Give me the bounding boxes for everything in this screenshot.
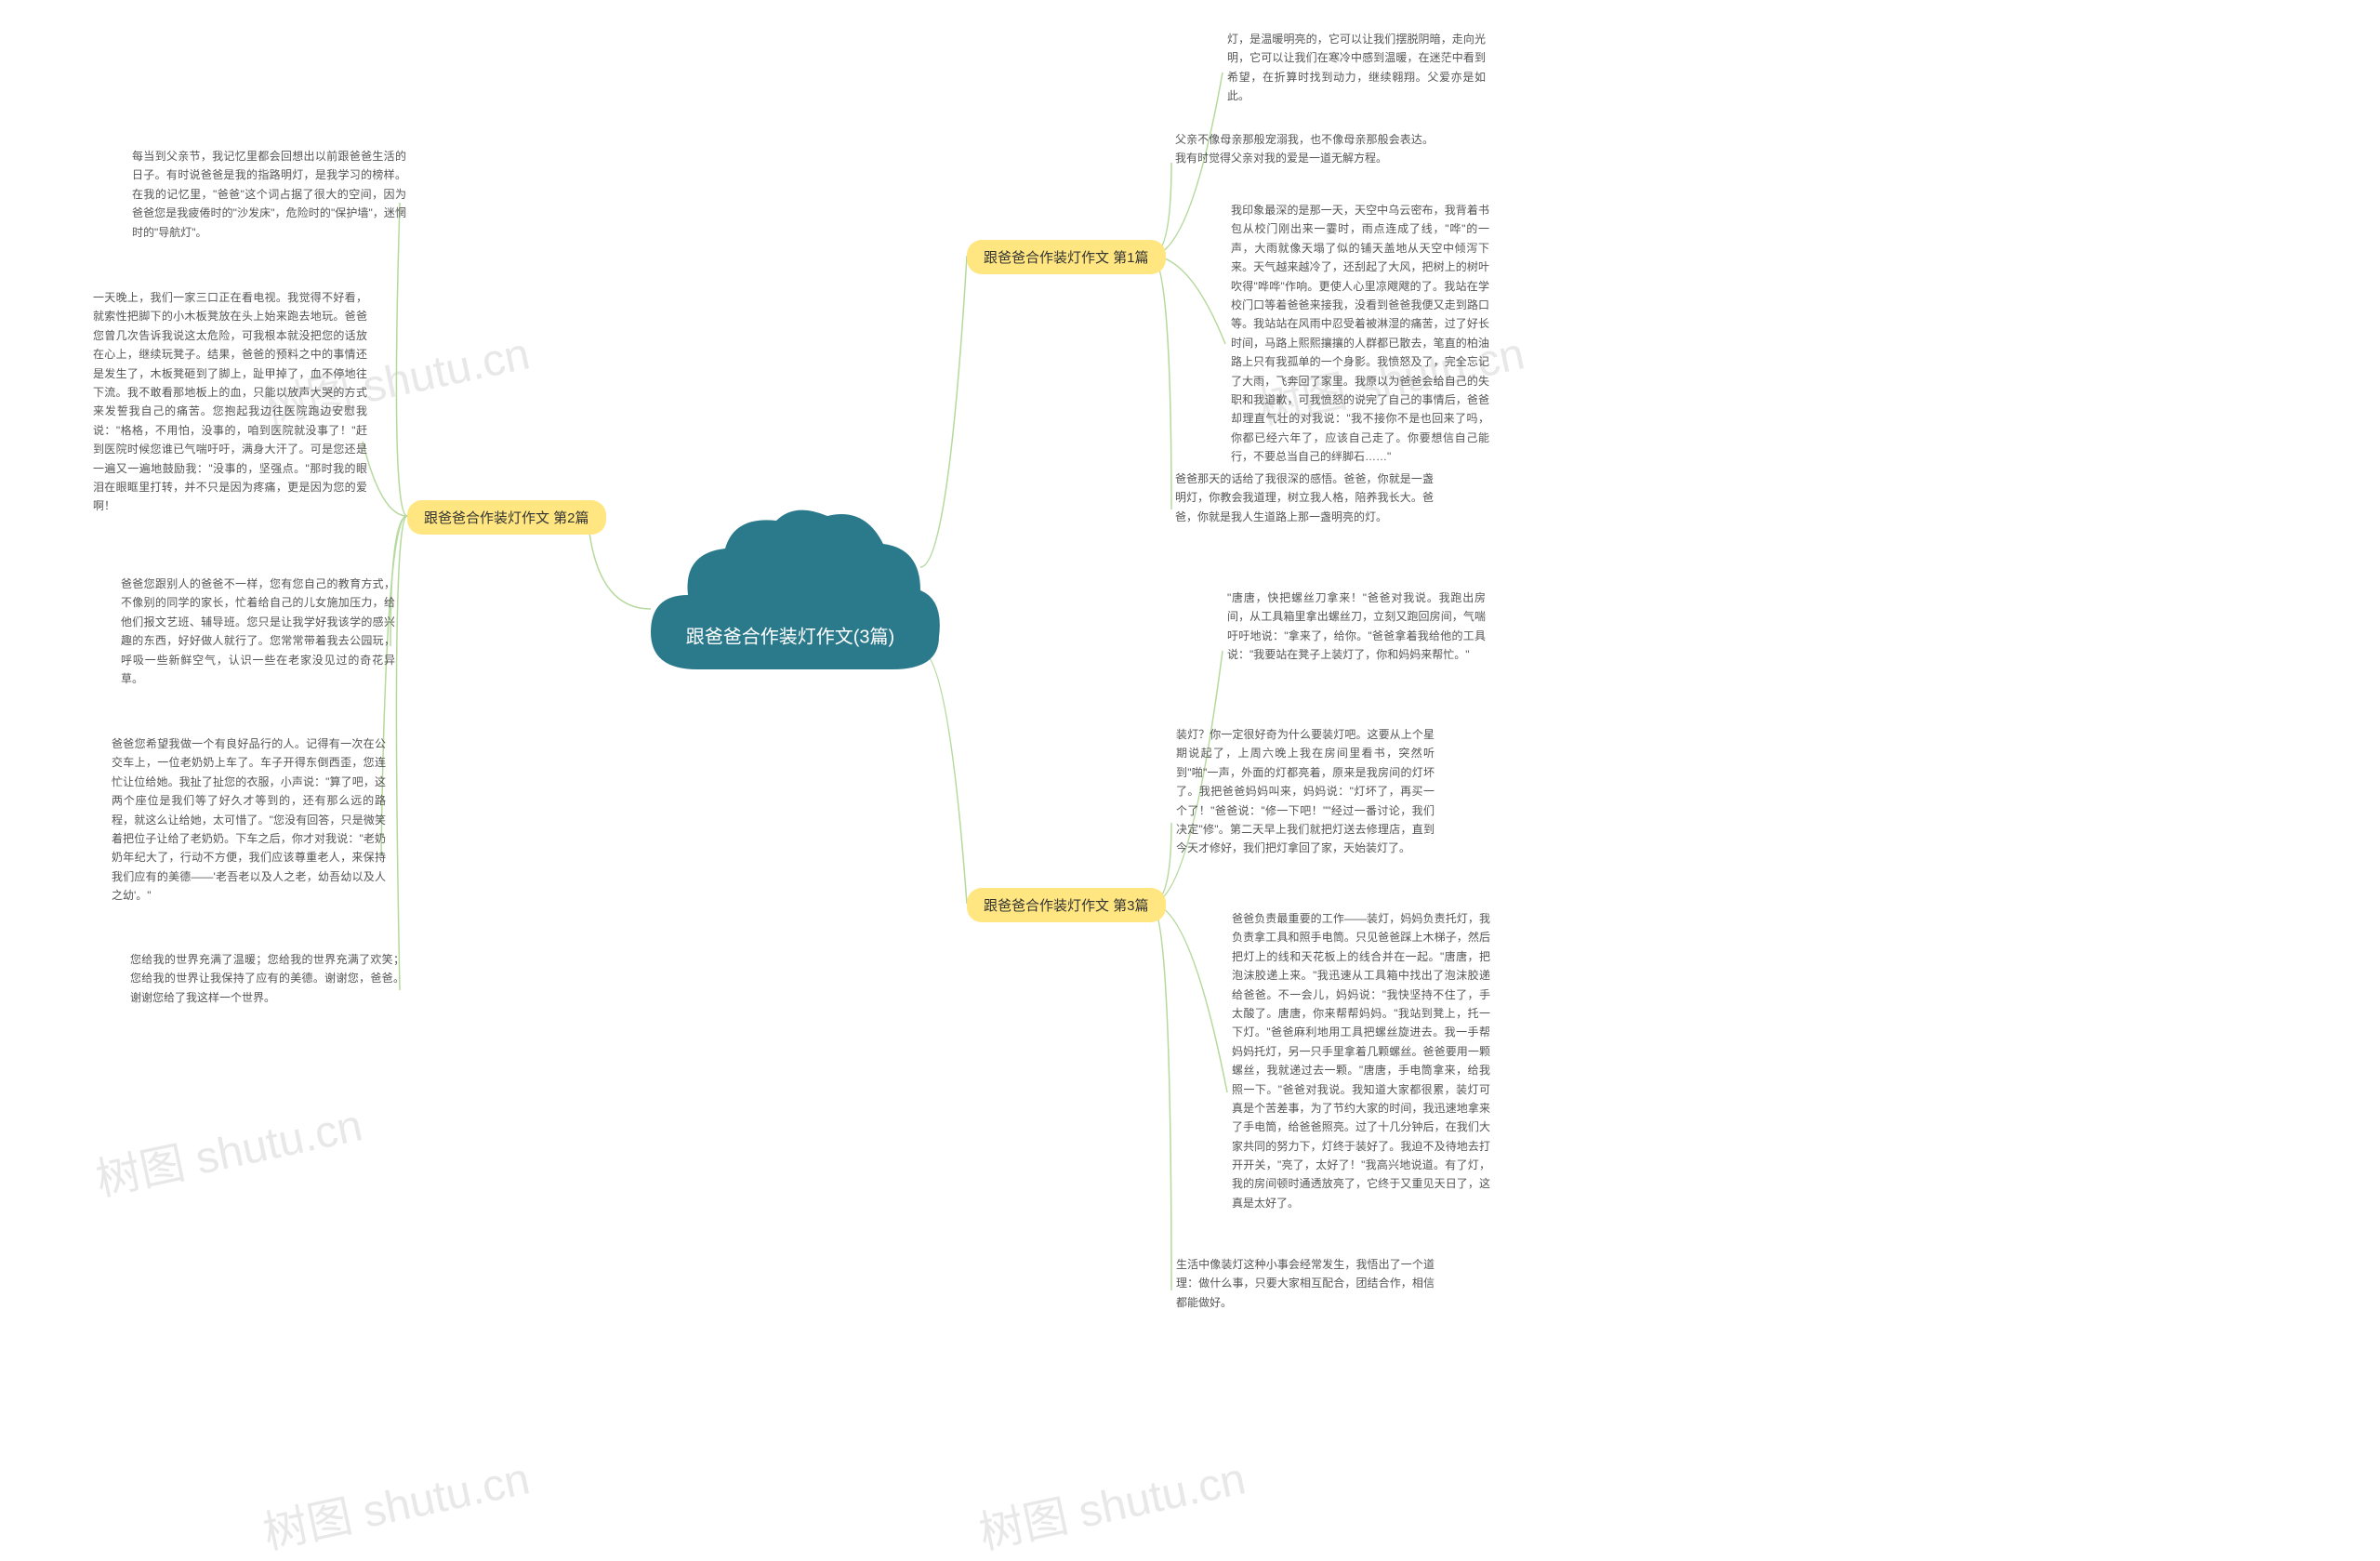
leaf-b2-3: 爸爸您希望我做一个有良好品行的人。记得有一次在公交车上，一位老奶奶上车了。车子开… xyxy=(112,734,386,906)
leaf-b3-0: "唐唐，快把螺丝刀拿来！"爸爸对我说。我跑出房间，从工具箱里拿出螺丝刀，立刻又跑… xyxy=(1227,589,1486,665)
center-cloud: 跟爸爸合作装灯作文(3篇) xyxy=(632,502,948,716)
leaf-b3-1: 装灯？你一定很好奇为什么要装灯吧。这要从上个星期说起了，上周六晚上我在房间里看书… xyxy=(1176,725,1435,858)
watermark: 树图 shutu.cn xyxy=(972,1442,1250,1561)
leaf-b3-3: 生活中像装灯这种小事会经常发生，我悟出了一个道理：做什么事，只要大家相互配合，团… xyxy=(1176,1255,1435,1312)
watermark: 树图 shutu.cn xyxy=(89,1089,367,1209)
leaf-b1-3: 爸爸那天的话给了我很深的感悟。爸爸，你就是一盏明灯，你教会我道理，树立我人格，陪… xyxy=(1175,470,1434,526)
center-title: 跟爸爸合作装灯作文(3篇) xyxy=(632,621,948,648)
branch-label-3: 跟爸爸合作装灯作文 第3篇 xyxy=(967,888,1166,922)
watermark: 树图 shutu.cn xyxy=(257,1442,535,1561)
leaf-b3-2: 爸爸负责最重要的工作——装灯，妈妈负责托灯，我负责拿工具和照手电筒。只见爸爸踩上… xyxy=(1232,909,1490,1212)
leaf-b1-0: 灯，是温暖明亮的，它可以让我们摆脱阴暗，走向光明，它可以让我们在寒冷中感到温暖，… xyxy=(1227,30,1486,106)
leaf-b2-4: 您给我的世界充满了温暖；您给我的世界充满了欢笑；您给我的世界让我保持了应有的美德… xyxy=(130,950,404,1007)
leaf-b2-2: 爸爸您跟别人的爸爸不一样，您有您自己的教育方式，不像别的同学的家长，忙着给自己的… xyxy=(121,575,395,688)
leaf-b1-1: 父亲不像母亲那般宠溺我，也不像母亲那般会表达。我有时觉得父亲对我的爱是一道无解方… xyxy=(1175,130,1434,168)
leaf-b1-2: 我印象最深的是那一天，天空中乌云密布，我背着书包从校门刚出来一霎时，雨点连成了线… xyxy=(1231,201,1489,466)
branch-label-1: 跟爸爸合作装灯作文 第1篇 xyxy=(967,240,1166,274)
leaf-b2-1: 一天晚上，我们一家三口正在看电视。我觉得不好看，就索性把脚下的小木板凳放在头上始… xyxy=(93,288,367,516)
branch-label-2: 跟爸爸合作装灯作文 第2篇 xyxy=(407,500,606,535)
leaf-b2-0: 每当到父亲节，我记忆里都会回想出以前跟爸爸生活的日子。有时说爸爸是我的指路明灯，… xyxy=(132,147,406,242)
